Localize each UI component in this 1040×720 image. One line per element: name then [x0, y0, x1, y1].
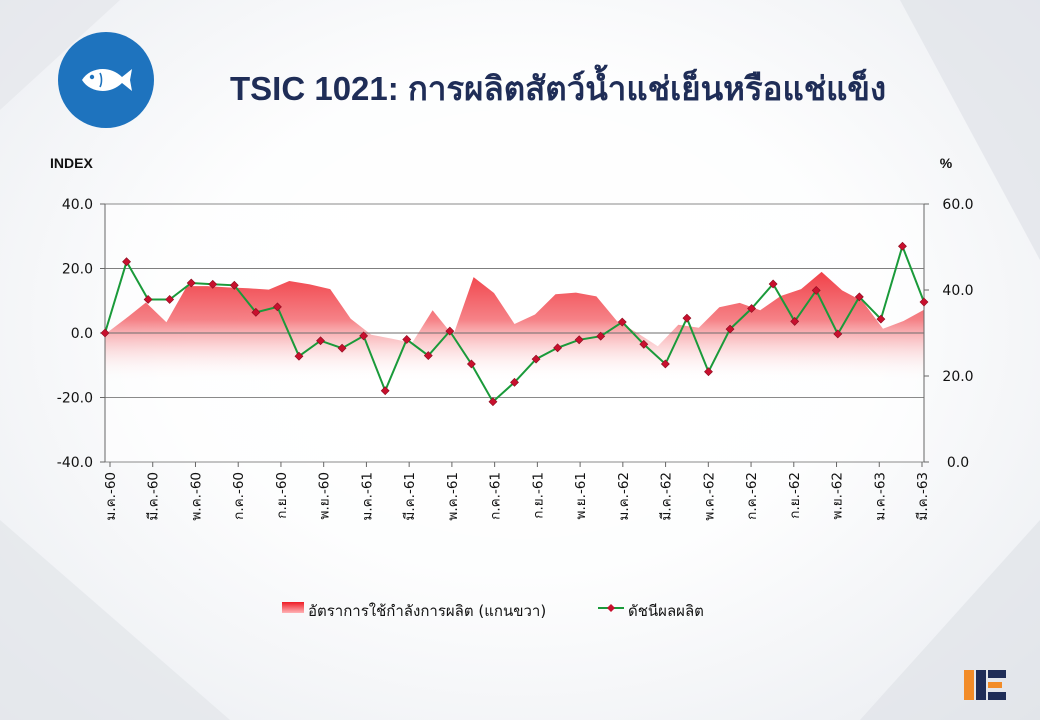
index-point [143, 295, 153, 304]
index-point [617, 317, 627, 327]
x-tick-label: พ.ย.-60 [317, 472, 333, 519]
y-left-tick-label: -40.0 [57, 455, 93, 471]
index-point [898, 241, 907, 251]
index-point [165, 295, 175, 304]
index-point [445, 326, 455, 336]
index-point [531, 354, 541, 364]
x-tick-label: มี.ค.-63 [915, 472, 931, 521]
y-left-tick-label: 40.0 [62, 197, 93, 213]
y-left-tick-label: 0.0 [71, 326, 93, 342]
index-point [488, 397, 498, 407]
x-tick-label: ก.ย.-62 [787, 472, 803, 519]
x-tick-label: พ.ค.-60 [189, 472, 205, 521]
index-point [919, 297, 929, 307]
index-point [596, 331, 606, 341]
fish-icon [82, 69, 132, 91]
y-left-unit: INDEX [50, 155, 93, 171]
x-tick-label: ก.ย.-60 [274, 472, 290, 519]
legend-area-label: อัตราการใช้กำลังการผลิต (แกนขวา) [308, 602, 546, 620]
index-point [704, 367, 713, 377]
index-point [725, 324, 735, 334]
index-point [553, 343, 563, 353]
index-point [833, 329, 843, 339]
x-tick-label: ม.ค.-60 [103, 472, 119, 521]
x-tick-label: พ.ค.-61 [445, 472, 461, 521]
x-tick-label: ก.ค.-61 [488, 472, 504, 520]
index-point [186, 278, 196, 288]
y-right-tick-label: 60.0 [942, 197, 973, 213]
y-left-tick-label: 20.0 [62, 262, 93, 278]
x-tick-label: ก.ย.-61 [530, 472, 546, 519]
index-point [660, 359, 670, 369]
y-right-unit: % [940, 155, 953, 171]
x-tick-label: มี.ค.-62 [659, 472, 675, 521]
x-tick-label: พ.ย.-61 [573, 472, 589, 519]
x-tick-label: มี.ค.-61 [402, 472, 418, 521]
index-point [682, 313, 692, 323]
legend-line-label: ดัชนีผลผลิต [628, 602, 704, 620]
index-point [854, 292, 864, 302]
index-point [574, 335, 584, 345]
index-point [639, 339, 649, 349]
x-tick-label: ม.ค.-63 [872, 472, 888, 521]
legend-line-marker [607, 604, 615, 612]
y-right-tick-label: 40.0 [942, 283, 973, 299]
y-right-tick-label: 0.0 [947, 455, 969, 471]
y-right-tick-label: 20.0 [942, 369, 973, 385]
x-tick-label: ม.ค.-62 [616, 472, 632, 521]
index-point [359, 331, 369, 341]
index-point [811, 286, 821, 295]
index-point [100, 328, 110, 338]
x-tick-label: ก.ค.-60 [231, 472, 247, 520]
x-tick-label: ก.ค.-62 [744, 472, 760, 520]
index-point [251, 307, 261, 317]
y-left-tick-label: -20.0 [57, 391, 93, 407]
index-point [122, 257, 131, 267]
x-tick-label: พ.ค.-62 [701, 472, 717, 521]
index-point [423, 351, 433, 360]
x-tick-label: พ.ย.-62 [830, 472, 846, 519]
index-point [876, 314, 886, 324]
capacity-area [105, 271, 924, 462]
x-tick-label: มี.ค.-60 [146, 472, 162, 521]
index-point [790, 316, 800, 326]
index-point [380, 386, 390, 396]
index-point [316, 336, 325, 346]
page-title: TSIC 1021: การผลิตสัตว์น้ำแช่เย็นหรือแช่… [230, 70, 887, 107]
index-point [208, 279, 218, 289]
index-point [747, 304, 757, 313]
index-point [768, 279, 778, 289]
index-point [466, 359, 476, 369]
index-point [229, 280, 239, 290]
index-point [337, 343, 347, 353]
index-point [294, 351, 304, 361]
fish-badge [58, 32, 154, 128]
oie-logo [964, 670, 1006, 700]
x-tick-label: ม.ค.-61 [359, 472, 375, 521]
index-point [510, 377, 519, 387]
index-point [272, 302, 282, 312]
legend-area-swatch [282, 602, 304, 613]
index-point [402, 335, 412, 344]
